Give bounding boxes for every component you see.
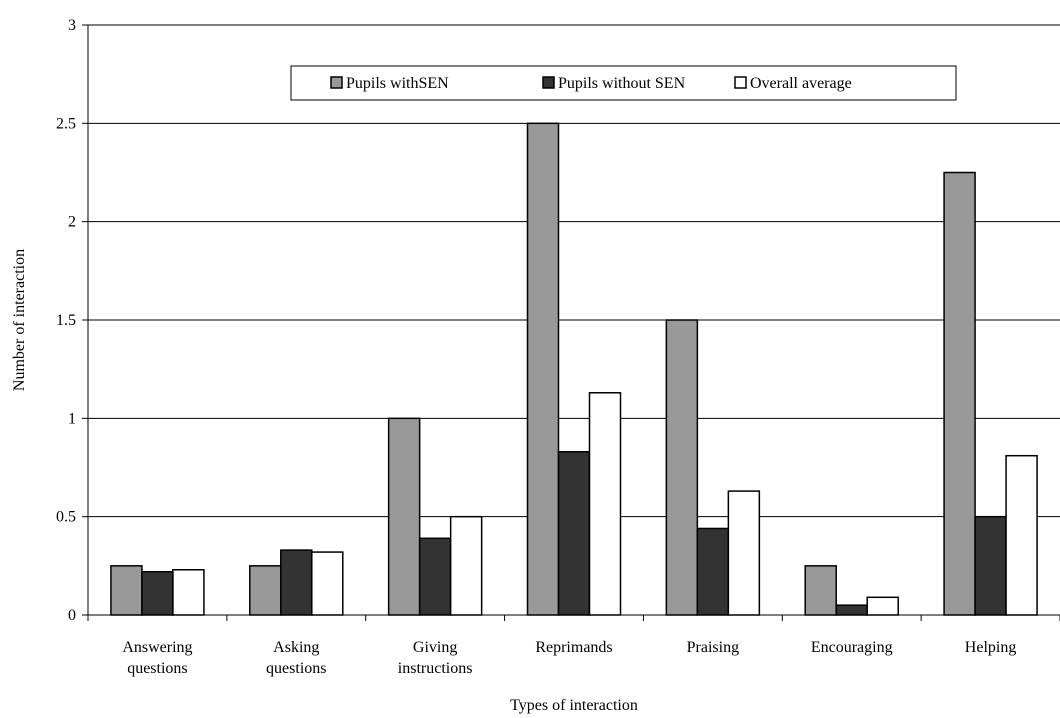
y-tick-label: 1.5 [56,312,76,329]
gridlines [88,24,1060,518]
legend-label: Overall average [750,75,852,92]
legend-swatch [734,76,747,89]
bar [665,319,699,616]
bar [727,490,761,616]
bar [249,565,282,616]
x-tick-label: Reprimands [535,639,612,656]
bar [696,527,730,616]
x-tick-label: Praising [687,639,739,656]
x-tick-label: Encouraging [811,639,893,656]
x-axis-title: Types of interaction [510,697,638,714]
legend: Pupils withSEN Pupils without SEN Overall … [290,65,957,101]
bar [557,451,591,616]
bar [526,122,560,616]
legend-label: Pupils withSEN [346,75,449,92]
legend-swatch [542,76,555,89]
bar [387,417,421,616]
bar [835,604,868,616]
y-tick-label: 0.5 [56,509,76,526]
bars [110,122,1038,616]
bar [110,565,143,616]
x-tick-label: Helping [965,639,1017,656]
x-tick-label: Answering [122,639,192,656]
bar [172,569,205,616]
bar [588,392,622,616]
y-axis-title: Number of interaction [11,249,28,391]
y-tick-label: 1 [68,410,76,427]
bar [449,515,483,616]
y-tick-label: 2.5 [56,115,76,132]
x-tick-label: Asking [273,639,319,656]
bar [974,515,1007,616]
bar [280,549,313,616]
bar [141,570,174,616]
bar [311,551,344,616]
bar [1005,454,1038,616]
legend-label: Pupils without SEN [558,75,686,92]
y-ticks: 0 0.5 1 1.5 2 2.5 3 [56,17,88,624]
x-tick-label: Giving [413,639,457,656]
x-tick-label: instructions [398,660,473,677]
bar [804,565,837,616]
bar [866,596,899,616]
y-tick-label: 3 [68,17,76,34]
bar [943,171,976,616]
bar [418,537,452,616]
x-tick-label: questions [266,660,326,677]
x-tick-label: questions [127,660,187,677]
legend-box [290,65,957,101]
y-tick-label: 2 [68,214,76,231]
x-ticks: Answering questions Asking questions Giving i… [87,615,1060,677]
y-tick-label: 0 [68,607,76,624]
legend-swatch [330,76,343,89]
